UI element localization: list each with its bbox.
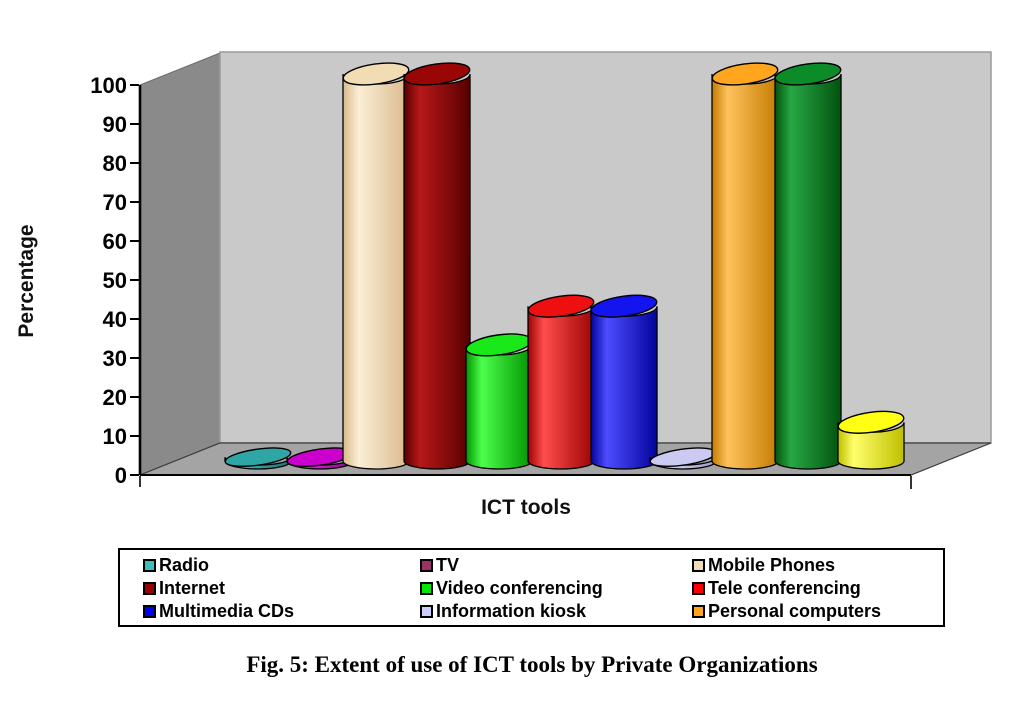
cylinder-top bbox=[774, 62, 842, 86]
y-tick-label: 80 bbox=[103, 151, 127, 176]
legend-item: Multimedia CDs bbox=[143, 600, 420, 623]
legend-label: Information kiosk bbox=[436, 601, 587, 621]
legend-item: Personal computers bbox=[692, 600, 943, 623]
cylinder-top bbox=[711, 62, 779, 86]
legend-label: Internet bbox=[159, 578, 226, 598]
y-tick-label: 70 bbox=[103, 190, 127, 215]
y-tick-label: 100 bbox=[90, 73, 127, 98]
cylinder-top bbox=[224, 447, 292, 467]
cylinder-bar bbox=[465, 333, 533, 470]
y-tick-label: 0 bbox=[115, 463, 127, 488]
cylinder-bar bbox=[527, 294, 595, 470]
y-tick-label: 10 bbox=[103, 424, 127, 449]
legend-label: Radio bbox=[159, 555, 210, 575]
cylinder-body bbox=[403, 73, 471, 470]
y-tick-label: 50 bbox=[103, 268, 127, 293]
y-tick-label: 90 bbox=[103, 112, 127, 137]
legend-swatch bbox=[420, 605, 433, 618]
legend-label: Tele conferencing bbox=[708, 578, 861, 598]
y-tick-label: 40 bbox=[103, 307, 127, 332]
cylinder-body bbox=[465, 344, 533, 470]
y-tick-label: 20 bbox=[103, 385, 127, 410]
legend-item: Video conferencing bbox=[420, 577, 692, 600]
legend-item: Tele conferencing bbox=[692, 577, 943, 600]
cylinder-bar bbox=[590, 294, 658, 470]
cylinder-bar bbox=[342, 62, 410, 470]
x-axis-title: ICT tools bbox=[481, 496, 571, 519]
cylinder-bar bbox=[774, 62, 842, 470]
legend-label: Mobile Phones bbox=[708, 555, 836, 575]
y-tick-label: 60 bbox=[103, 229, 127, 254]
y-tick-label: 30 bbox=[103, 346, 127, 371]
legend-swatch bbox=[420, 559, 433, 572]
legend-swatch bbox=[692, 559, 705, 572]
cylinder-body bbox=[590, 306, 658, 470]
legend-swatch bbox=[143, 559, 156, 572]
cylinder-top bbox=[527, 294, 595, 318]
legend: Radio TV Mobile Phones Internet Video confer… bbox=[118, 548, 945, 627]
legend-swatch bbox=[143, 605, 156, 618]
cylinder-top bbox=[342, 62, 410, 86]
chart-generated-content: 0 10 20 30 40 50 60 70 80 90 100 bbox=[90, 51, 992, 489]
cylinder-top bbox=[590, 294, 658, 318]
legend-swatch bbox=[420, 582, 433, 595]
cylinder-body bbox=[711, 73, 779, 470]
cylinder-body bbox=[774, 73, 842, 470]
legend-swatch bbox=[692, 605, 705, 618]
legend-item: Information kiosk bbox=[420, 600, 692, 623]
legend-label: Multimedia CDs bbox=[159, 601, 295, 621]
wall-side bbox=[139, 52, 221, 476]
legend-item: TV bbox=[420, 554, 692, 577]
cylinder-bar bbox=[711, 62, 779, 470]
legend-item: Internet bbox=[143, 577, 420, 600]
cylinder-body bbox=[342, 73, 410, 470]
cylinder-bar bbox=[837, 410, 905, 470]
legend-swatch bbox=[692, 582, 705, 595]
legend-label: Personal computers bbox=[708, 601, 882, 621]
legend-label: TV bbox=[436, 555, 460, 575]
legend-label: Video conferencing bbox=[436, 578, 603, 598]
cylinder-body bbox=[527, 306, 595, 470]
cylinder-top bbox=[403, 62, 471, 86]
figure-caption: Fig. 5: Extent of use of ICT tools by Pr… bbox=[246, 652, 818, 677]
legend-item: Mobile Phones bbox=[692, 554, 943, 577]
legend-item: Radio bbox=[143, 554, 420, 577]
chart-3d: 0 10 20 30 40 50 60 70 80 90 100 Percentage ICT to… bbox=[15, 51, 992, 519]
legend-swatch bbox=[143, 582, 156, 595]
y-axis-title: Percentage bbox=[15, 224, 38, 337]
cylinder-bar bbox=[403, 62, 471, 470]
cylinder-top bbox=[837, 410, 905, 434]
